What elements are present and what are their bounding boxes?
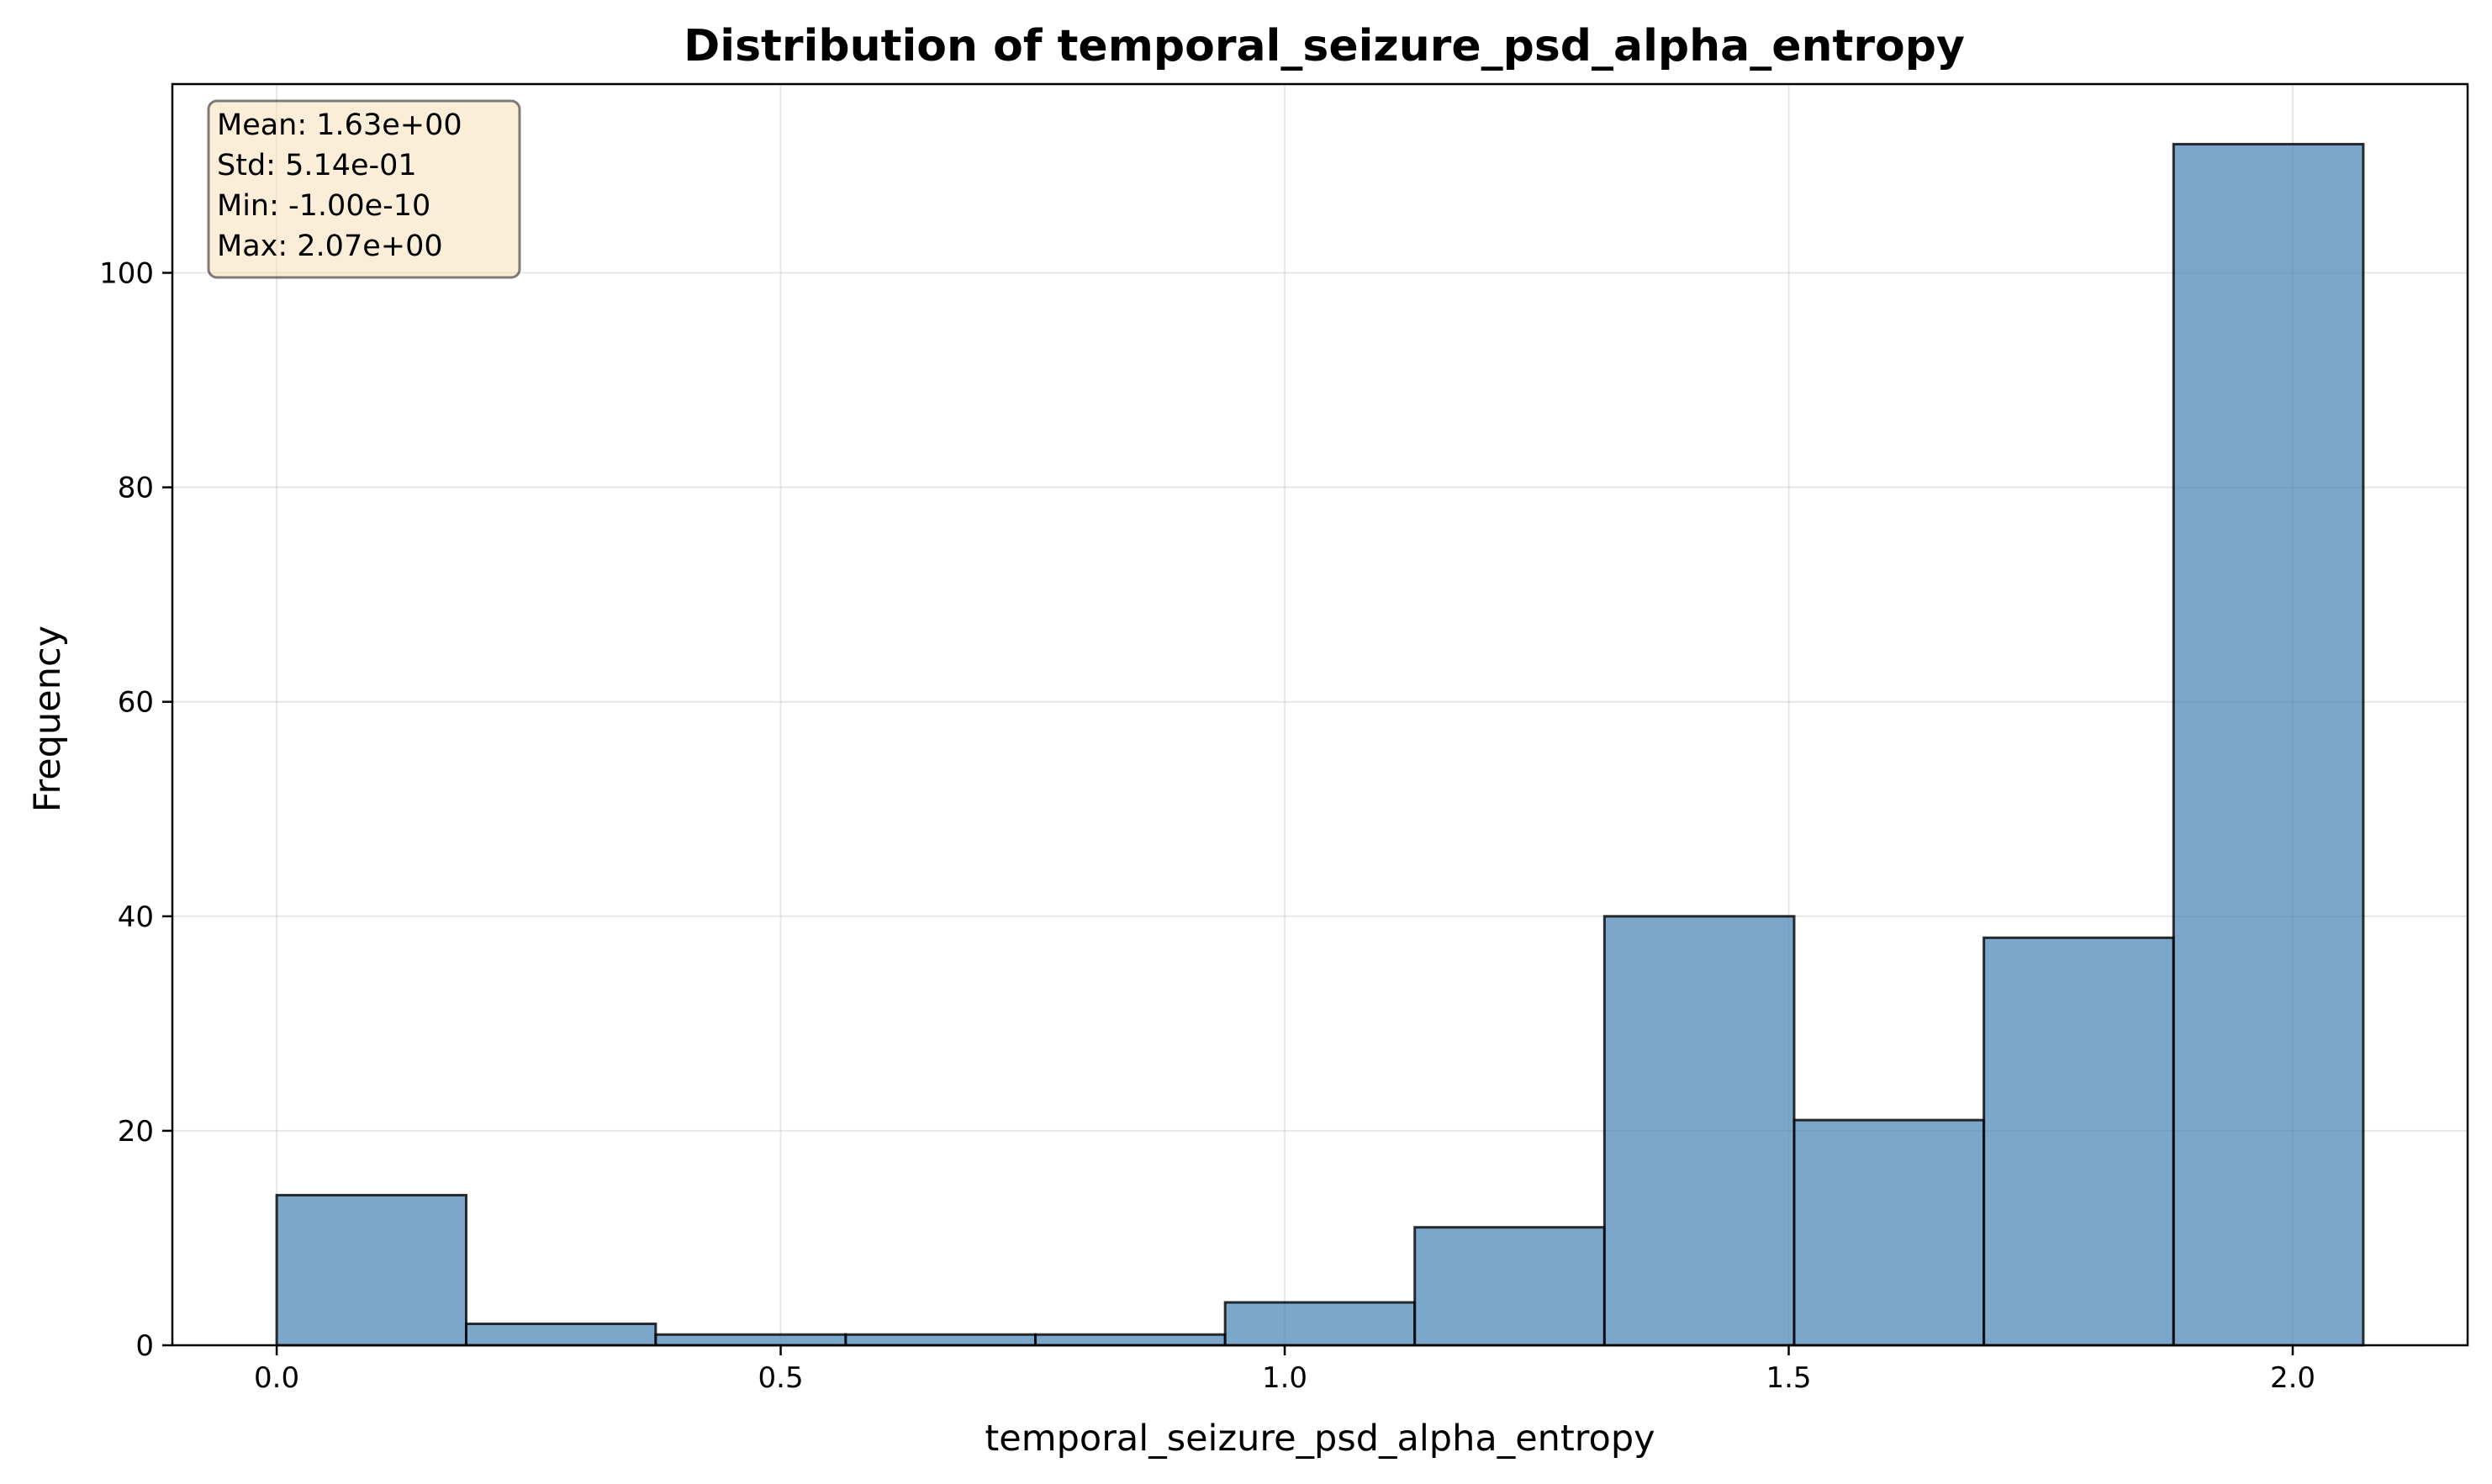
- histogram-bar-1: [464, 1322, 657, 1347]
- y-tick-label: 40: [118, 900, 154, 934]
- x-tick-label: 1.0: [1262, 1361, 1307, 1395]
- x-tick-label: 1.5: [1766, 1361, 1811, 1395]
- x-tick-label: 0.5: [758, 1361, 804, 1395]
- y-tick-label: 20: [118, 1115, 154, 1149]
- histogram-bar-4: [1034, 1333, 1227, 1347]
- y-axis-ticks: 0 20 40 60 80 100: [99, 256, 172, 1363]
- chart-title: Distribution of temporal_seizure_psd_alp…: [684, 21, 1965, 71]
- axes-frame: [171, 82, 2469, 1347]
- histogram-bar-6: [1413, 1226, 1606, 1347]
- y-tick-label: 100: [99, 256, 154, 290]
- histogram-bar-8: [1792, 1118, 1986, 1347]
- histogram-bars: [275, 142, 2365, 1347]
- y-tick-label: 60: [118, 686, 154, 720]
- stats-box-background: [207, 99, 521, 279]
- y-axis-label: Frequency: [27, 626, 69, 812]
- histogram-bar-0: [275, 1193, 467, 1347]
- plot-area: 0.0 0.5 1.0 1.5 2.0 0 20 40 60 80 100: [99, 82, 2469, 1395]
- histogram-bar-5: [1223, 1301, 1417, 1347]
- histogram-bar-2: [654, 1333, 847, 1347]
- x-axis-ticks: 0.0 0.5 1.0 1.5 2.0: [254, 1345, 2315, 1395]
- y-tick-label: 80: [118, 472, 154, 505]
- x-axis-label: temporal_seizure_psd_alpha_entropy: [985, 1418, 1655, 1460]
- x-tick-label: 0.0: [254, 1361, 299, 1395]
- histogram-bar-7: [1602, 915, 1796, 1347]
- x-tick-label: 2.0: [2270, 1361, 2315, 1395]
- histogram-bar-9: [1983, 936, 2175, 1347]
- stats-max: Max: 2.07e+00: [217, 230, 443, 263]
- stats-min: Min: -1.00e-10: [217, 189, 430, 223]
- stats-mean: Mean: 1.63e+00: [217, 108, 462, 142]
- stats-box: Mean: 1.63e+00 Std: 5.14e-01 Min: -1.00e…: [207, 99, 521, 279]
- histogram-bar-3: [844, 1333, 1037, 1347]
- stats-std: Std: 5.14e-01: [217, 149, 417, 182]
- y-tick-label: 0: [135, 1329, 154, 1363]
- histogram-bar-10: [2172, 142, 2365, 1347]
